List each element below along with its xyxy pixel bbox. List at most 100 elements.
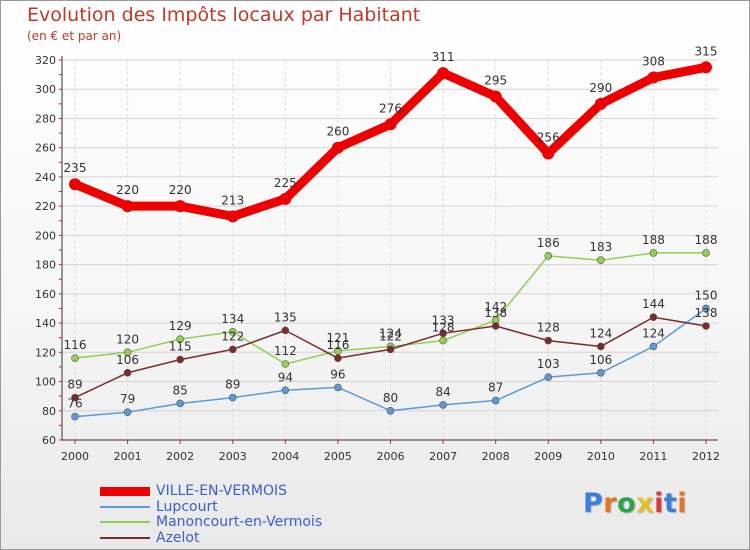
data-label-ville-en-vermois: 290 xyxy=(589,81,612,95)
x-tick-label: 2008 xyxy=(482,450,510,463)
y-tick-label: 140 xyxy=(35,317,56,330)
x-tick-label: 2011 xyxy=(639,450,667,463)
data-point-azelot xyxy=(386,345,395,354)
y-tick-label: 100 xyxy=(35,376,56,389)
data-point-lupcourt xyxy=(439,401,447,409)
logo-letter: o xyxy=(617,488,637,519)
data-point-azelot xyxy=(597,342,605,351)
x-tick-label: 2009 xyxy=(534,450,562,463)
data-point-azelot xyxy=(281,326,290,335)
legend-label: Manoncourt-en-Vermois xyxy=(156,514,323,530)
data-label-lupcourt: 150 xyxy=(695,288,718,302)
data-label-ville-en-vermois: 311 xyxy=(432,50,455,64)
data-point-ville-en-vermois xyxy=(384,118,397,131)
data-point-manoncourt-en-vermois xyxy=(228,328,237,336)
data-point-lupcourt xyxy=(228,393,237,402)
y-tick-label: 240 xyxy=(35,171,56,184)
y-tick-label: 220 xyxy=(35,200,56,213)
data-point-ville-en-vermois xyxy=(121,200,134,213)
data-label-ville-en-vermois: 276 xyxy=(379,101,402,115)
legend-swatch xyxy=(100,486,150,496)
data-label-azelot: 138 xyxy=(484,306,507,320)
y-tick-label: 300 xyxy=(35,83,56,96)
data-label-azelot: 133 xyxy=(432,313,455,327)
data-label-azelot: 106 xyxy=(116,353,139,367)
y-tick-label: 200 xyxy=(35,229,56,242)
data-label-manoncourt-en-vermois: 142 xyxy=(484,300,507,314)
y-tick-label: 160 xyxy=(35,288,56,301)
y-tick-label: 80 xyxy=(42,405,56,418)
data-label-manoncourt-en-vermois: 186 xyxy=(537,236,560,250)
data-label-lupcourt: 124 xyxy=(642,326,665,340)
data-point-azelot xyxy=(176,355,184,364)
data-label-azelot: 128 xyxy=(537,321,560,335)
data-label-ville-en-vermois: 225 xyxy=(274,176,297,190)
data-point-manoncourt-en-vermois xyxy=(702,249,710,257)
y-tick-label: 60 xyxy=(42,434,56,447)
logo-letter: r xyxy=(603,488,618,519)
data-point-azelot xyxy=(544,336,553,345)
data-label-lupcourt: 76 xyxy=(67,397,82,411)
data-point-azelot xyxy=(123,368,132,377)
data-point-manoncourt-en-vermois xyxy=(334,347,342,355)
data-point-azelot xyxy=(71,393,79,402)
data-point-ville-en-vermois xyxy=(331,141,344,154)
data-label-manoncourt-en-vermois: 188 xyxy=(642,233,665,247)
data-label-lupcourt: 84 xyxy=(435,385,450,399)
legend-swatch xyxy=(100,521,150,523)
data-point-azelot xyxy=(228,345,237,354)
x-tick-label: 2004 xyxy=(271,450,299,463)
data-label-azelot: 144 xyxy=(642,297,665,311)
data-label-azelot: 138 xyxy=(695,306,718,320)
data-label-lupcourt: 103 xyxy=(537,357,560,371)
data-label-ville-en-vermois: 213 xyxy=(221,193,244,207)
data-point-lupcourt xyxy=(597,368,605,377)
data-label-ville-en-vermois: 256 xyxy=(537,131,560,145)
data-label-lupcourt: 85 xyxy=(173,383,188,397)
data-label-manoncourt-en-vermois: 116 xyxy=(64,338,87,352)
logo-letter: t xyxy=(663,488,678,519)
data-point-manoncourt-en-vermois xyxy=(544,252,553,260)
data-point-ville-en-vermois xyxy=(174,200,187,213)
data-label-lupcourt: 87 xyxy=(488,381,503,395)
data-point-lupcourt xyxy=(544,373,553,381)
data-label-lupcourt: 89 xyxy=(225,378,240,392)
data-point-ville-en-vermois xyxy=(279,192,292,205)
data-label-manoncourt-en-vermois: 124 xyxy=(379,326,402,340)
data-point-ville-en-vermois xyxy=(700,61,712,74)
data-label-manoncourt-en-vermois: 121 xyxy=(326,331,349,345)
data-point-manoncourt-en-vermois xyxy=(71,354,79,362)
data-point-manoncourt-en-vermois xyxy=(281,360,290,368)
data-label-lupcourt: 106 xyxy=(589,353,612,367)
data-label-ville-en-vermois: 260 xyxy=(326,125,349,139)
data-label-lupcourt: 80 xyxy=(383,391,398,405)
data-label-ville-en-vermois: 220 xyxy=(116,183,139,197)
x-tick-label: 2007 xyxy=(429,450,457,463)
data-label-manoncourt-en-vermois: 128 xyxy=(432,321,455,335)
legend-swatch xyxy=(100,505,150,508)
legend-label: Azelot xyxy=(156,529,200,546)
data-label-azelot: 135 xyxy=(274,310,297,324)
x-tick-label: 2000 xyxy=(61,450,89,463)
logo-letter: x xyxy=(636,488,655,519)
logo-letter: P xyxy=(583,488,604,519)
data-point-manoncourt-en-vermois xyxy=(439,336,447,345)
data-point-ville-en-vermois xyxy=(489,90,502,103)
data-label-azelot: 122 xyxy=(221,329,244,343)
data-point-manoncourt-en-vermois xyxy=(123,348,132,357)
y-tick-label: 320 xyxy=(35,54,56,67)
data-point-ville-en-vermois xyxy=(437,67,450,80)
data-point-lupcourt xyxy=(281,386,290,395)
data-label-lupcourt: 96 xyxy=(330,367,345,381)
data-label-lupcourt: 79 xyxy=(120,392,135,406)
data-point-lupcourt xyxy=(123,408,132,417)
data-point-azelot xyxy=(702,322,710,330)
data-label-azelot: 122 xyxy=(379,329,402,343)
data-point-azelot xyxy=(439,329,447,338)
data-label-manoncourt-en-vermois: 112 xyxy=(274,344,297,358)
data-point-azelot xyxy=(649,313,658,322)
data-point-lupcourt xyxy=(334,383,342,392)
data-label-manoncourt-en-vermois: 120 xyxy=(116,332,139,346)
x-tick-label: 2001 xyxy=(114,450,142,463)
